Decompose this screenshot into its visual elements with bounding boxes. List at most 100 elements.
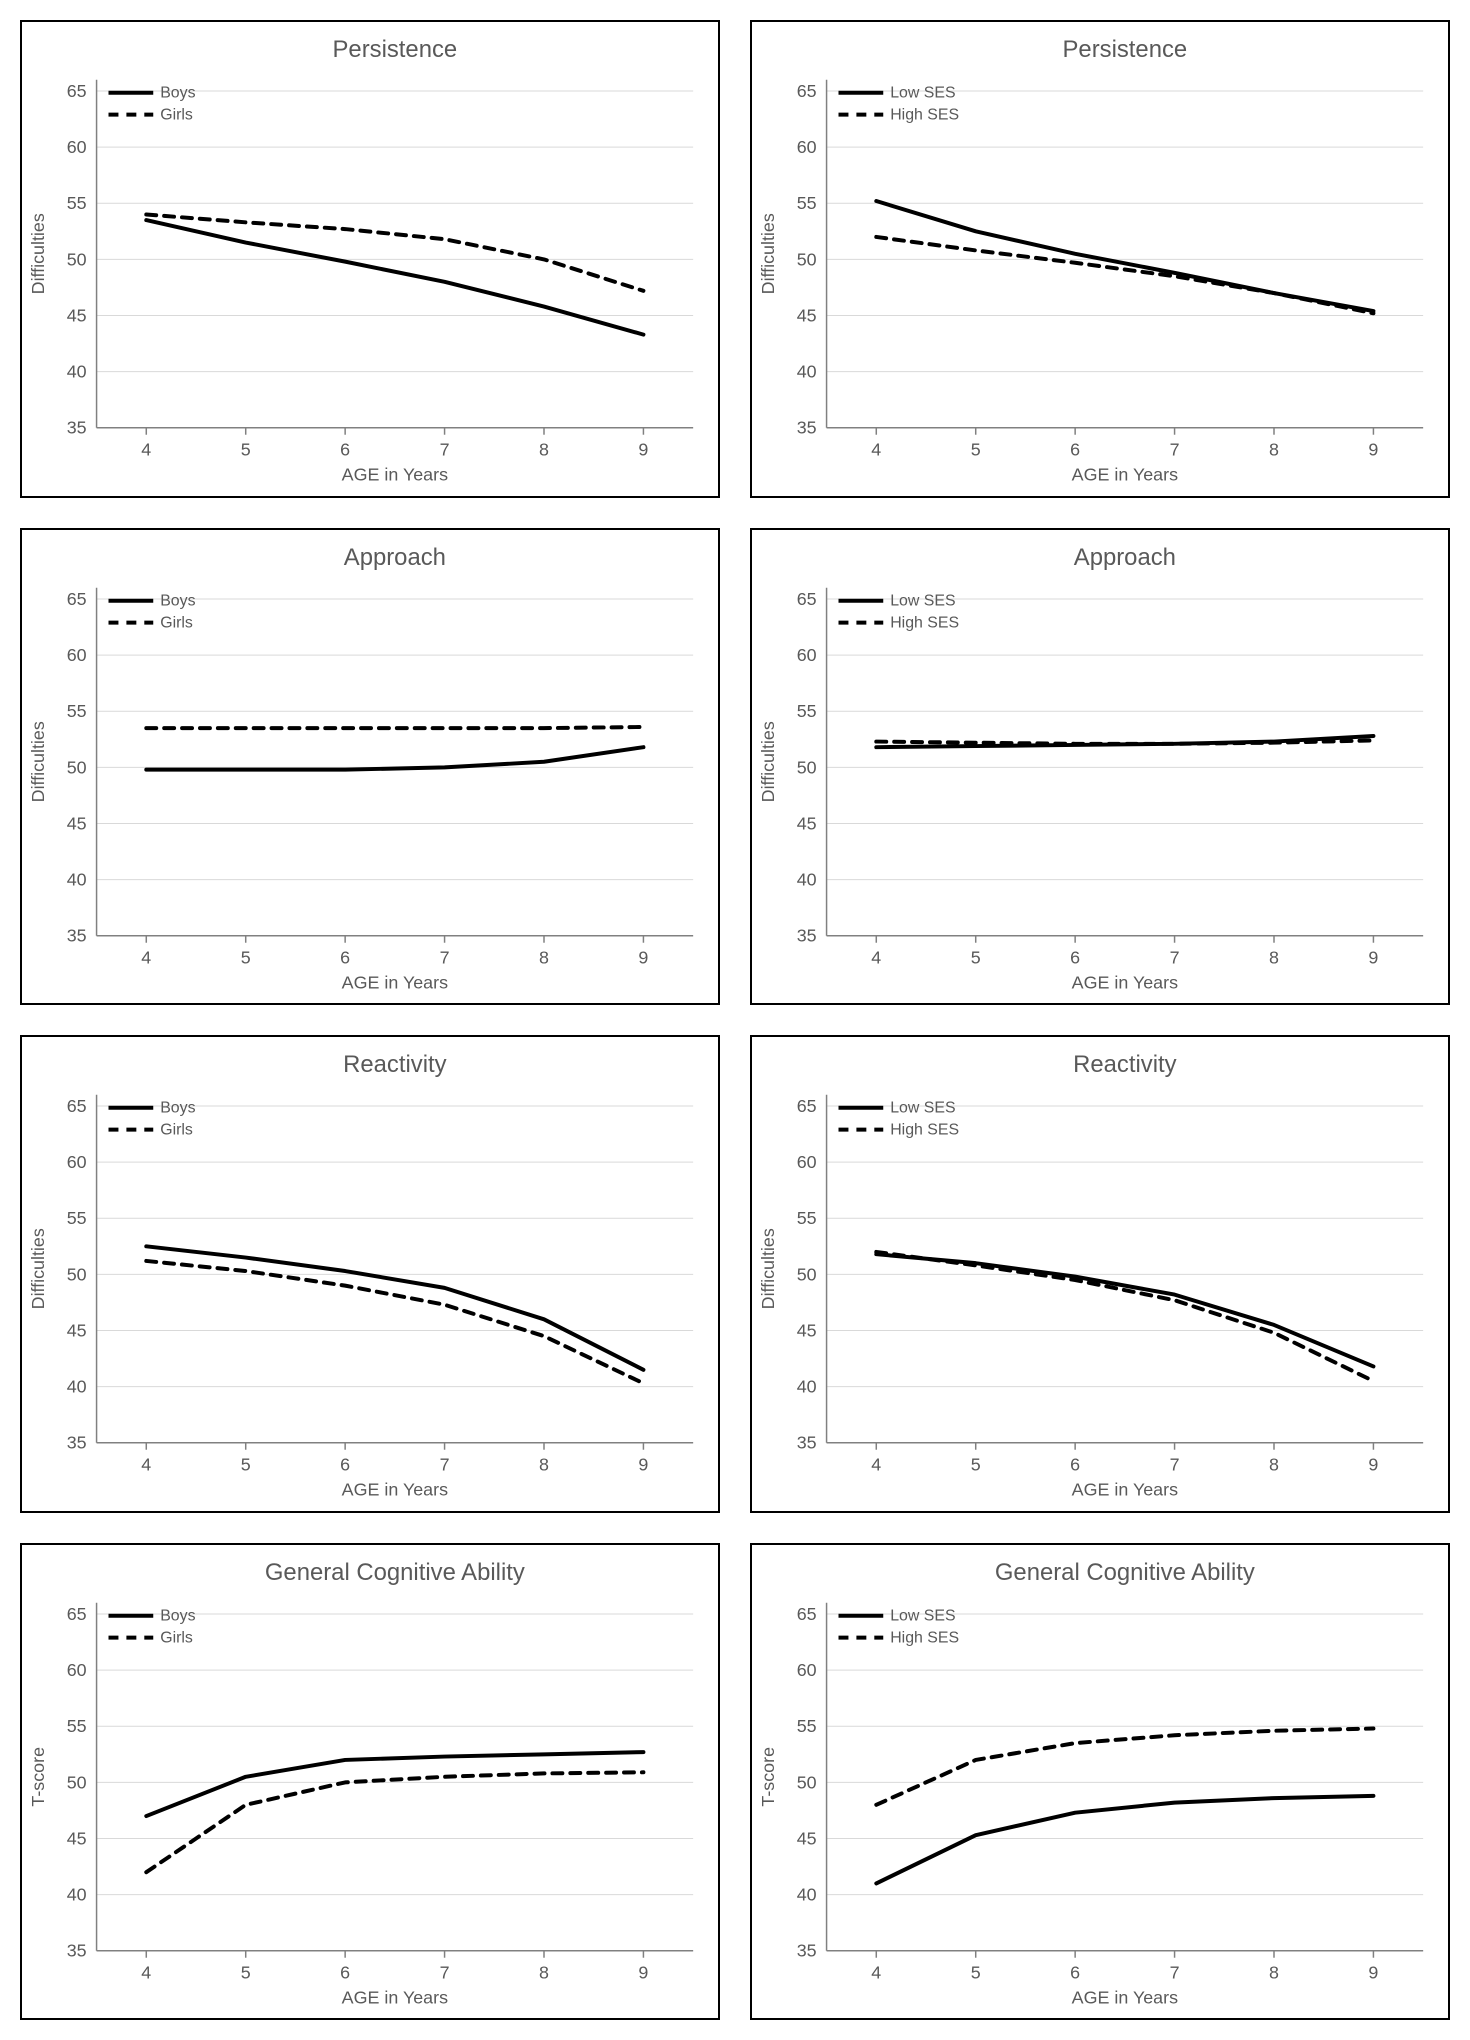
x-tick-label: 6 <box>1070 1455 1080 1475</box>
y-tick-label: 50 <box>67 1264 87 1284</box>
y-tick-label: 50 <box>67 249 87 269</box>
y-tick-label: 50 <box>67 1772 87 1792</box>
legend-label: Boys <box>160 1100 195 1117</box>
y-tick-label: 60 <box>67 137 87 157</box>
data-series-line <box>876 1252 1373 1381</box>
y-tick-label: 45 <box>67 305 87 325</box>
y-tick-label: 55 <box>797 1716 817 1736</box>
y-tick-label: 65 <box>67 1096 87 1116</box>
chart-panel: 35404550556065456789General Cognitive Ab… <box>750 1543 1450 2021</box>
y-tick-label: 40 <box>67 1884 87 1904</box>
x-tick-label: 7 <box>440 1455 450 1475</box>
legend-label: Boys <box>160 85 195 102</box>
y-tick-label: 40 <box>797 1377 817 1397</box>
y-tick-label: 60 <box>67 645 87 665</box>
x-tick-label: 9 <box>1368 1962 1378 1982</box>
x-tick-label: 8 <box>1269 440 1279 460</box>
x-tick-label: 5 <box>241 947 251 967</box>
chart-panel: 35404550556065456789PersistenceAGE in Ye… <box>750 20 1450 498</box>
legend-label: Low SES <box>890 1607 955 1624</box>
x-tick-label: 7 <box>1170 947 1180 967</box>
chart-panel: 35404550556065456789ReactivityAGE in Yea… <box>20 1035 720 1513</box>
x-tick-label: 9 <box>1368 947 1378 967</box>
legend-label: Low SES <box>890 1100 955 1117</box>
x-tick-label: 8 <box>539 440 549 460</box>
x-axis-label: AGE in Years <box>342 464 448 484</box>
x-tick-label: 9 <box>1368 1455 1378 1475</box>
data-series-line <box>146 220 643 335</box>
data-series-line <box>876 1254 1373 1366</box>
legend-label: Boys <box>160 1607 195 1624</box>
x-tick-label: 8 <box>539 947 549 967</box>
y-tick-label: 60 <box>67 1152 87 1172</box>
y-tick-label: 60 <box>797 1152 817 1172</box>
y-tick-label: 45 <box>67 1828 87 1848</box>
x-tick-label: 5 <box>241 440 251 460</box>
chart-grid: 35404550556065456789PersistenceAGE in Ye… <box>20 20 1450 2020</box>
y-tick-label: 35 <box>797 925 817 945</box>
y-tick-label: 40 <box>797 869 817 889</box>
x-axis-label: AGE in Years <box>1072 972 1178 992</box>
legend-label: Girls <box>160 614 193 631</box>
x-tick-label: 4 <box>141 440 151 460</box>
x-tick-label: 9 <box>638 440 648 460</box>
y-axis-label: Difficulties <box>758 721 778 802</box>
data-series-line <box>146 214 643 290</box>
y-tick-label: 45 <box>67 813 87 833</box>
legend-label: High SES <box>890 1122 959 1139</box>
y-tick-label: 35 <box>797 418 817 438</box>
x-tick-label: 7 <box>440 1962 450 1982</box>
x-tick-label: 9 <box>1368 440 1378 460</box>
y-tick-label: 35 <box>67 1940 87 1960</box>
x-tick-label: 8 <box>1269 1455 1279 1475</box>
chart-title: Reactivity <box>1073 1051 1176 1078</box>
y-tick-label: 45 <box>797 305 817 325</box>
y-tick-label: 40 <box>797 362 817 382</box>
x-axis-label: AGE in Years <box>1072 1987 1178 2007</box>
y-axis-label: T-score <box>28 1746 48 1806</box>
x-tick-label: 5 <box>971 1455 981 1475</box>
x-tick-label: 4 <box>871 1455 881 1475</box>
y-tick-label: 50 <box>797 757 817 777</box>
y-tick-label: 65 <box>797 588 817 608</box>
x-tick-label: 6 <box>340 1962 350 1982</box>
y-tick-label: 40 <box>67 362 87 382</box>
chart-title: General Cognitive Ability <box>265 1558 525 1585</box>
data-series-line <box>146 1246 643 1369</box>
y-tick-label: 50 <box>797 1772 817 1792</box>
y-tick-label: 55 <box>67 193 87 213</box>
chart-title: Persistence <box>333 36 458 63</box>
y-axis-label: Difficulties <box>28 721 48 802</box>
y-tick-label: 40 <box>797 1884 817 1904</box>
x-tick-label: 6 <box>1070 440 1080 460</box>
x-tick-label: 6 <box>340 1455 350 1475</box>
chart-panel: 35404550556065456789ApproachAGE in Years… <box>20 528 720 1006</box>
y-tick-label: 35 <box>797 1940 817 1960</box>
data-series-line <box>146 726 643 727</box>
y-axis-label: Difficulties <box>28 213 48 294</box>
x-axis-label: AGE in Years <box>1072 1479 1178 1499</box>
y-tick-label: 60 <box>797 645 817 665</box>
x-tick-label: 4 <box>141 947 151 967</box>
legend-label: Girls <box>160 1122 193 1139</box>
y-tick-label: 45 <box>67 1320 87 1340</box>
x-tick-label: 8 <box>539 1962 549 1982</box>
legend-label: Low SES <box>890 85 955 102</box>
x-tick-label: 9 <box>638 1962 648 1982</box>
x-tick-label: 5 <box>971 947 981 967</box>
legend-label: Low SES <box>890 592 955 609</box>
x-tick-label: 8 <box>1269 1962 1279 1982</box>
legend-label: High SES <box>890 1629 959 1646</box>
data-series-line <box>876 201 1373 311</box>
x-tick-label: 6 <box>340 440 350 460</box>
chart-panel: 35404550556065456789ApproachAGE in Years… <box>750 528 1450 1006</box>
chart-title: General Cognitive Ability <box>995 1558 1255 1585</box>
y-tick-label: 40 <box>67 1377 87 1397</box>
x-axis-label: AGE in Years <box>342 1479 448 1499</box>
data-series-line <box>146 1752 643 1816</box>
chart-title: Reactivity <box>343 1051 446 1078</box>
data-series-line <box>146 747 643 769</box>
chart-title: Persistence <box>1063 36 1188 63</box>
x-tick-label: 7 <box>1170 1455 1180 1475</box>
x-tick-label: 7 <box>440 947 450 967</box>
